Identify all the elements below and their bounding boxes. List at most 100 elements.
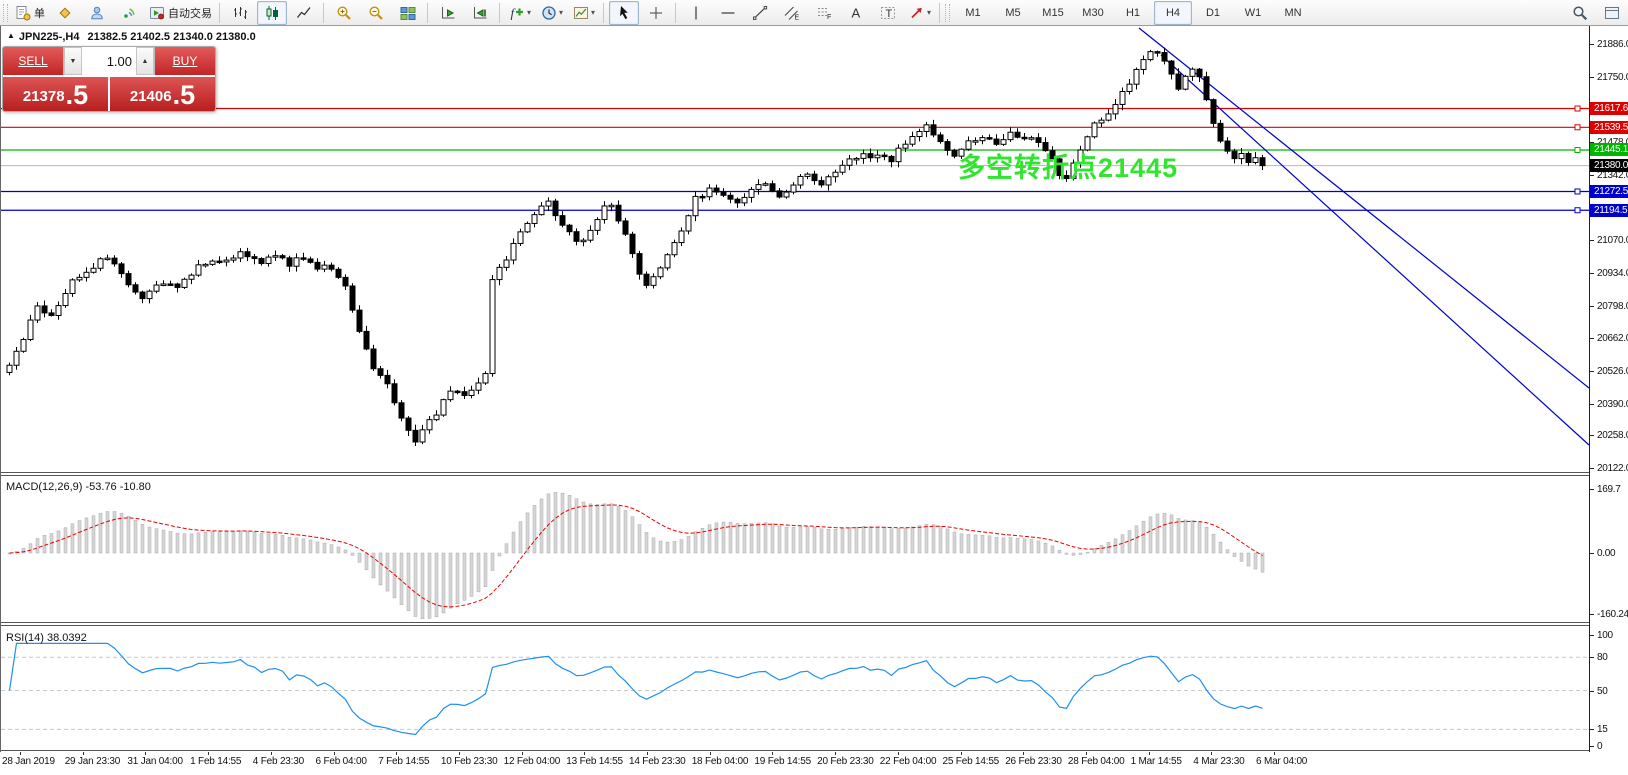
text-button[interactable]: A [841,1,871,25]
window-list-button[interactable] [1597,1,1627,25]
pane-separator[interactable] [1,472,1628,476]
buy-button[interactable]: BUY [155,47,215,75]
indicators-icon: f [509,5,525,21]
date-label: 1 Mar 14:55 [1130,756,1182,767]
timeframe-m15-button[interactable]: M15 [1042,6,1064,19]
price-tick-label: 21342.0 [1597,169,1628,181]
date-label: 6 Feb 04:00 [315,756,367,767]
timeframe-m1-button[interactable]: M1 [965,6,981,19]
level-line-handle[interactable] [1574,188,1581,195]
line-chart-button[interactable] [289,1,319,25]
level-line-handle[interactable] [1574,105,1581,112]
bar-chart-button[interactable] [225,1,255,25]
periods-dropdown-icon[interactable]: ▾ [558,8,563,17]
date-tick [458,752,460,755]
macd-pane[interactable] [1,476,1590,622]
level-line-handle[interactable] [1574,146,1581,153]
sell-price-main: 21378 [22,88,65,105]
date-tick [1085,752,1087,755]
date-tick [772,752,774,755]
timeframe-d1-button[interactable]: D1 [1205,6,1221,19]
date-axis[interactable]: 28 Jan 2019 29 Jan 23:30 31 Jan 04:00 1 Feb… [0,752,1628,775]
date-label: 14 Feb 23:30 [629,756,686,767]
price-tick-label: 20258.0 [1597,430,1628,442]
volume-increase-button[interactable]: ▲ [136,47,154,75]
timeframe-mn-button[interactable]: MN [1284,6,1302,19]
volume-decrease-button[interactable]: ▼ [64,47,82,75]
indicators-button[interactable]: f ▾ [505,1,535,25]
new-order-label: 单 [34,7,45,20]
level-line-handle[interactable] [1574,207,1581,214]
cursor-icon [616,5,632,21]
templates-dropdown-icon[interactable]: ▾ [590,8,595,17]
svg-text:A: A [852,5,861,20]
rsi-scale-label: 0 [1597,741,1603,752]
rsi-scale-label: 100 [1597,630,1613,641]
equidistant-channel-button[interactable]: E [777,1,807,25]
timeframe-h4-button[interactable]: H4 [1154,0,1192,25]
trendline-button[interactable] [745,1,775,25]
signals-icon [121,5,137,21]
channel-icon: E [784,5,800,21]
pivot-annotation-text[interactable]: 多空转折点21445 [958,153,1179,183]
timeframe-h1-button[interactable]: H1 [1125,6,1141,19]
timeframe-w1-button[interactable]: W1 [1244,6,1262,19]
cursor-button[interactable] [609,0,639,25]
scale-tick [1590,729,1594,731]
profiles-icon [57,5,73,21]
chart-window[interactable] [0,26,1628,775]
signals-button[interactable] [114,1,144,25]
main-price-pane[interactable] [1,26,1590,472]
vertical-line-button[interactable] [681,1,711,25]
descending-trendline[interactable] [1160,54,1590,446]
zoom-out-button[interactable] [361,1,391,25]
date-label: 22 Feb 04:00 [879,756,937,767]
auto-scroll-button[interactable] [433,1,463,25]
text-label-button[interactable]: T [873,1,903,25]
zoom-in-button[interactable] [329,1,359,25]
community-button[interactable] [82,1,112,25]
search-button[interactable] [1565,1,1595,25]
horizontal-line-button[interactable] [713,1,743,25]
level-price-tag: 21272.5 [1590,184,1628,198]
periods-button[interactable]: ▾ [537,1,567,25]
rsi-label: RSI(14) 38.0392 [6,632,87,644]
scale-tick [1590,403,1594,405]
date-tick [1211,752,1213,755]
candlestick-chart-button[interactable] [257,0,287,25]
buy-price-button[interactable]: 21406 .5 [108,77,215,111]
crosshair-button[interactable] [641,1,671,25]
macd-scale-label: 0.00 [1597,548,1616,559]
rsi-pane[interactable] [1,626,1590,750]
scale-tick [1590,746,1594,747]
price-scale[interactable]: 21886.0 21750.0 21478.0 21342.0 21070.0 20934… [1589,26,1628,752]
arrows-dropdown-icon[interactable]: ▾ [926,8,931,17]
volume-input[interactable] [82,47,136,75]
descending-trendline[interactable] [1138,27,1590,389]
fibonacci-button[interactable]: F [809,1,839,25]
templates-button[interactable]: ▾ [569,1,599,25]
date-label: 28 Feb 04:00 [1067,756,1125,767]
scale-tick [1590,240,1594,242]
scale-tick [1590,272,1594,274]
date-tick [145,752,147,755]
level-line-handle[interactable] [1574,124,1581,131]
pane-separator[interactable] [1,622,1628,626]
timeframe-m5-button[interactable]: M5 [1005,6,1021,19]
chart-shift-button[interactable] [465,1,495,25]
rsi-scale-label: 80 [1597,652,1608,664]
indicators-dropdown-icon[interactable]: ▾ [526,8,531,17]
price-tick-label: 20390.0 [1597,398,1628,410]
profiles-button[interactable] [50,1,80,25]
sell-button[interactable]: SELL [3,47,63,75]
price-tick-label: 21478.0 [1597,137,1628,148]
sell-price-button[interactable]: 21378 .5 [3,77,108,111]
date-label: 19 Feb 14:55 [754,756,811,767]
one-click-collapse-icon[interactable]: ▲ [7,31,15,40]
timeframe-m30-button[interactable]: M30 [1082,6,1104,19]
new-order-button[interactable]: 单 [12,1,48,25]
autotrading-button[interactable]: 自动交易 [146,1,215,25]
tile-windows-button[interactable] [393,1,423,25]
arrows-button[interactable]: ▾ [905,1,935,25]
level-price-tag: 21539.5 [1590,120,1628,134]
